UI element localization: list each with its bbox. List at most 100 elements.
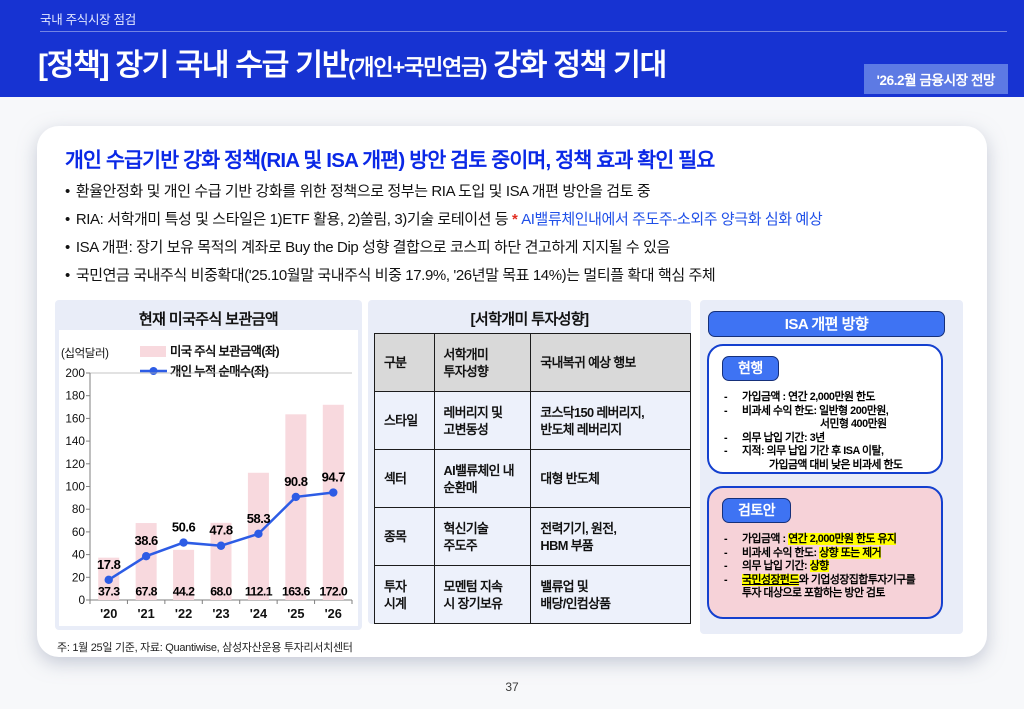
footnote: 주: 1월 25일 기준, 자료: Quantiwise, 삼성자산운용 투자리… <box>57 642 353 654</box>
dash-bullet: - <box>724 573 728 586</box>
bar-value-label: 37.3 <box>98 585 120 599</box>
line-point-'21 <box>141 551 151 561</box>
table-row: 스타일 레버리지 및 고변동성 코스닥150 레버리지, 반도체 레버리지 <box>374 391 691 450</box>
bullet-text-segment: RIA: 서학개미 특성 및 스타일은 1)ETF 활용, 2)쏠림, 3)기술… <box>75 211 512 228</box>
content-card: 개인 수급기반 강화 정책(RIA 및 ISA 개편) 방안 검토 중이며, 정… <box>37 126 987 657</box>
isa-list-item: - 지적: 의무 납입 기간 후 ISA 이탈, 가입금액 대비 낮은 비과세 한도 <box>719 445 937 472</box>
edition-badge: '26.2월 금융시장 전망 <box>863 64 1008 94</box>
y-tick-label: 200 <box>65 366 85 380</box>
y-tick-label: 60 <box>72 525 86 539</box>
isa-text-segment: 가입금액 : <box>742 533 789 545</box>
dash-bullet: - <box>724 546 728 559</box>
isa-text-segment: 상향 또는 제거 <box>819 546 882 559</box>
y-tick-label: 0 <box>78 593 85 607</box>
bar-'23 <box>210 522 232 600</box>
isa-box-proposal: 검토안 - 가입금액 : 연간 2,000만원 한도 유지 - 비과세 수익 한도: … <box>707 486 943 619</box>
isa-list-item: - 의무 납입 기간: 3년 <box>719 432 937 446</box>
bullet-text-segment: 환율안정화 및 개인 수급 기반 강화를 위한 정책으로 정부는 RIA 도입 … <box>75 183 651 200</box>
x-category-label: '22 <box>175 606 192 621</box>
chart-plot-area: (십억달러) 미국 주식 보관금액(좌) 개인 누적 순매수(좌) 0 20 40 60 80… <box>59 330 358 626</box>
line-point-'26 <box>329 488 338 497</box>
bullet-item: • ISA 개편: 장기 보유 목적의 계좌로 Buy the Dip 성향 결합… <box>65 239 822 256</box>
line-point-'24 <box>254 529 263 539</box>
y-tick-label: 140 <box>65 434 85 448</box>
line-value-label: 47.8 <box>209 523 233 538</box>
dash-bullet: - <box>724 560 728 573</box>
bullet-glyph: • <box>65 211 70 228</box>
table-cell: 밸류업 및 배당/인컴상품 <box>530 565 691 624</box>
table-header-cell: 서학개미 투자성향 <box>433 333 532 392</box>
page-title-main: [정책] 장기 국내 수급 기반 <box>38 49 349 82</box>
isa-text-segment: 비과세 수익 한도: 일반형 200만원, <box>742 404 889 417</box>
bar-value-label: 163.6 <box>282 585 311 599</box>
isa-text-segment: 가입금액 : 연간 2,000만원 한도 <box>742 391 875 403</box>
dash-bullet: - <box>724 533 728 545</box>
x-category-label: '20 <box>100 606 117 621</box>
us-stock-chart: (십억달러) 미국 주식 보관금액(좌) 개인 누적 순매수(좌) 0 20 40 60 80… <box>61 344 353 621</box>
line-value-label: 94.7 <box>322 470 346 485</box>
bullet-text-segment: ISA 개편: 장기 보유 목적의 계좌로 Buy the Dip 성향 결합으… <box>75 239 670 256</box>
x-category-label: '24 <box>250 606 268 621</box>
legend-bar-label: 미국 주식 보관금액(좌) <box>170 344 280 359</box>
table-cell: 종목 <box>374 507 435 566</box>
bullet-item: • 국민연금 국내주식 비중확대('25.10월말 국내주식 비중 17.9%, … <box>65 267 822 284</box>
chart-panel: 현재 미국주식 보관금액 (십억달러) 미국 주식 보관금액(좌) 개인 누적 순매… <box>55 300 362 630</box>
isa-continuation-line: 투자 대상으로 포함하는 방안 검토 <box>742 587 885 600</box>
eyebrow-divider <box>40 31 1007 32</box>
bar-'25 <box>285 414 307 600</box>
bullet-item: • 환율안정화 및 개인 수급 기반 강화를 위한 정책으로 정부는 RIA 도입… <box>65 183 822 200</box>
isa-text-segment: 와 기업성장집합투자기구를 <box>798 573 916 586</box>
isa-current-list: - 가입금액 : 연간 2,000만원 한도 - 비과세 수익 한도: 일반형 200… <box>719 391 937 473</box>
x-category-label: '26 <box>325 606 342 621</box>
table-row: 종목 혁신기술 주도주 전력기기, 원전, HBM 부품 <box>374 507 691 566</box>
line-value-label: 90.8 <box>284 474 308 489</box>
legend-line-label: 개인 누적 순매수(좌) <box>170 364 269 379</box>
isa-list-item: - 국민성장펀드와 기업성장집합투자기구를 투자 대상으로 포함하는 방안 검토 <box>719 573 937 601</box>
bar-value-label: 67.8 <box>135 585 157 599</box>
isa-list-item: - 의무 납입 기간: 상향 <box>719 560 937 574</box>
investor-table-head: 구분 서학개미 투자성향 국내복귀 예상 행보 <box>374 333 691 392</box>
y-tick-label: 100 <box>65 480 85 494</box>
x-category-label: '25 <box>287 606 304 621</box>
dash-bullet: - <box>724 404 728 417</box>
table-row: 섹터 AI밸류체인 내 순환매 대형 반도체 <box>374 449 691 508</box>
bullet-glyph: • <box>65 183 70 200</box>
bar-value-label: 172.0 <box>319 585 348 599</box>
bullet-text-segment: AI밸류체인내에서 주도주-소외주 양극화 심화 예상 <box>521 211 823 228</box>
table-cell: 대형 반도체 <box>530 449 691 508</box>
isa-list-item: - 비과세 수익 한도: 일반형 200만원, 서민형 400만원 <box>719 405 937 432</box>
investor-table-title: [서학개미 투자성향] <box>470 311 590 328</box>
investor-table: 구분 서학개미 투자성향 국내복귀 예상 행보 스타일 레버리지 및 고변동성 코스닥1… <box>374 333 691 624</box>
isa-text-segment: 의무 납입 기간: <box>742 560 810 573</box>
isa-text-segment: 국민성장펀드 <box>742 573 799 586</box>
line-value-label: 38.6 <box>134 533 158 548</box>
isa-text-segment: 비과세 수익 한도: <box>742 546 820 559</box>
isa-box-current: 현행 - 가입금액 : 연간 2,000만원 한도 - 비과세 수익 한도: 일반형 … <box>707 344 943 474</box>
y-tick-label: 20 <box>72 570 86 584</box>
y-axis-unit-label: (십억달러) <box>61 346 109 360</box>
bar-'22 <box>173 549 195 600</box>
title-banner: 국내 주식시장 점검 [정책] 장기 국내 수급 기반(개인+국민연금) 강화 … <box>0 0 1024 97</box>
table-cell: 코스닥150 레버리지, 반도체 레버리지 <box>530 391 691 450</box>
isa-header: ISA 개편 방향 <box>708 311 945 337</box>
isa-continuation-line: 서민형 400만원 <box>820 418 887 431</box>
isa-text-segment: 상향 <box>809 560 829 573</box>
bullet-list: • 환율안정화 및 개인 수급 기반 강화를 위한 정책으로 정부는 RIA 도입… <box>65 183 823 295</box>
table-cell: 혁신기술 주도주 <box>433 507 532 566</box>
x-category-label: '21 <box>138 606 155 621</box>
investor-table-body: 스타일 레버리지 및 고변동성 코스닥150 레버리지, 반도체 레버리지 섹터 AI밸… <box>374 391 691 624</box>
page-number: 37 <box>505 680 519 694</box>
table-header-cell: 국내복귀 예상 행보 <box>530 333 691 392</box>
chart-title: 현재 미국주식 보관금액 <box>138 311 279 328</box>
dash-bullet: - <box>724 431 728 444</box>
dash-bullet: - <box>724 391 728 403</box>
isa-panel: ISA 개편 방향 현행 - 가입금액 : 연간 2,000만원 한도 - 비과세 수… <box>700 300 963 634</box>
table-header-row: 구분 서학개미 투자성향 국내복귀 예상 행보 <box>374 333 691 392</box>
y-tick-label: 160 <box>65 411 85 425</box>
dash-bullet: - <box>724 445 728 458</box>
isa-list-item: - 가입금액 : 연간 2,000만원 한도 유지 <box>719 533 937 547</box>
bar-value-label: 44.2 <box>173 585 195 599</box>
line-point-'20 <box>104 575 113 584</box>
table-row: 투자 시계 모멘텀 지속 시 장기보유 밸류업 및 배당/인컴상품 <box>374 565 691 624</box>
bar-'26 <box>322 404 344 600</box>
